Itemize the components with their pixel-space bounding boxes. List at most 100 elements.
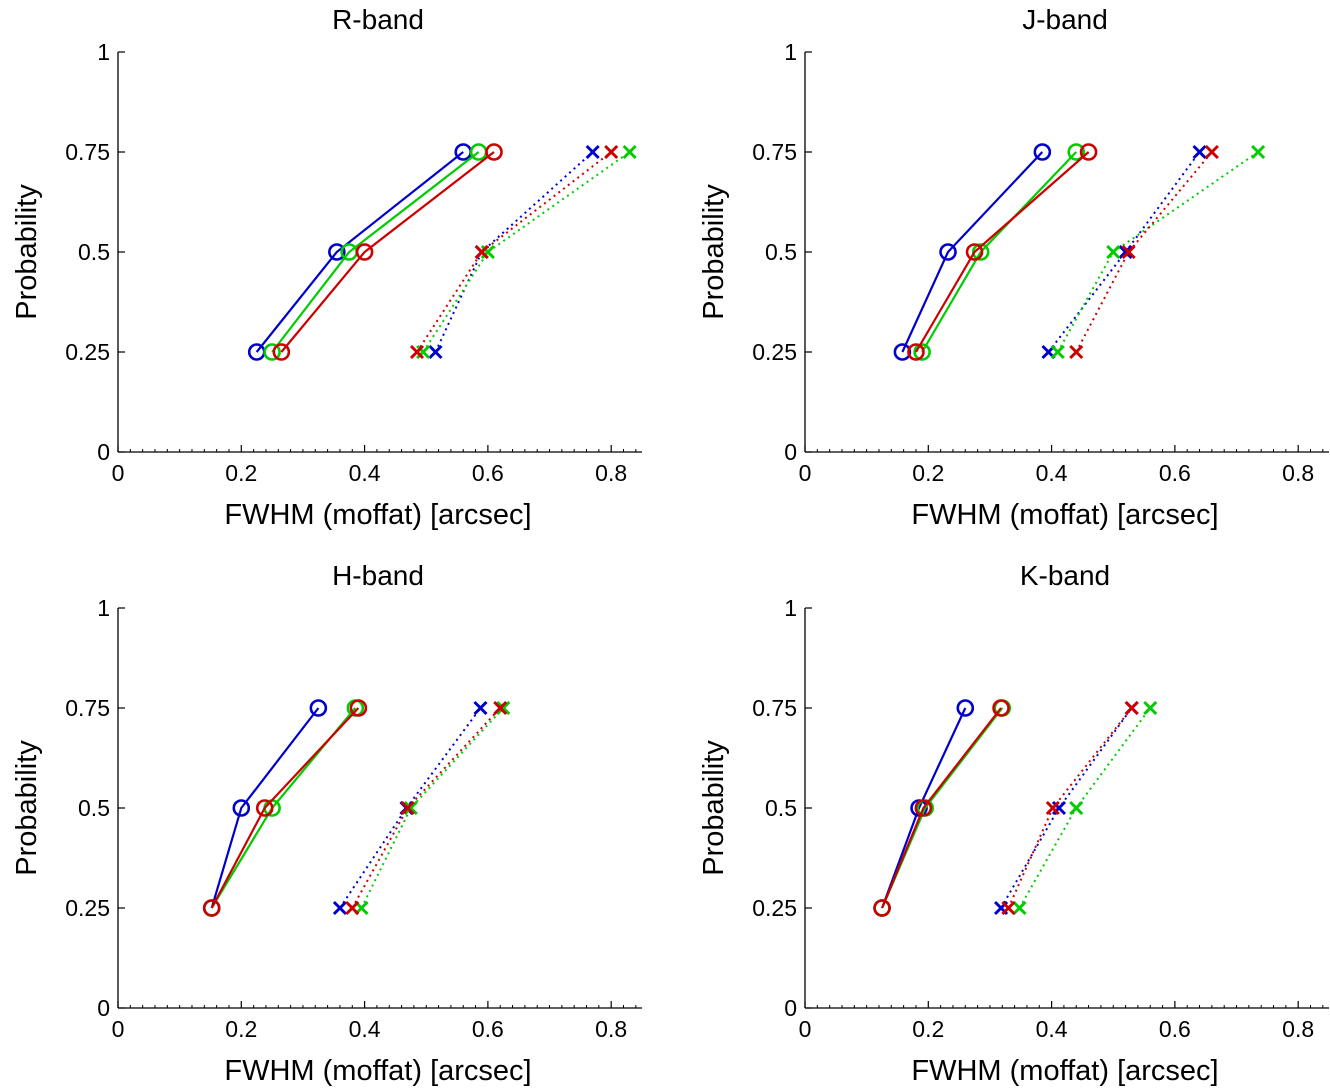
series-0-point-1: [232, 799, 251, 817]
panel-k-band: K-band FWHM (moffat) [arcsec] Probabilit…: [698, 560, 1329, 1087]
series-line-5: [1075, 151, 1213, 353]
series-4-point-2: [622, 144, 637, 160]
series-5-point-1: [1121, 244, 1136, 260]
series-4-point-1: [403, 800, 418, 816]
y-axis-label: Probability: [698, 740, 730, 876]
series-line-2: [210, 707, 360, 909]
series-line-4: [360, 707, 505, 909]
y-tick-label-1: 1: [97, 39, 110, 65]
x-tick-label-0-4: 0.4: [349, 460, 381, 486]
series-4-point-2: [1251, 144, 1266, 160]
series-4-point-0: [1012, 900, 1027, 916]
y-tick-label-0-25: 0.25: [752, 339, 797, 365]
series-5-point-2: [493, 700, 508, 716]
plot-area: 0 0.2 0.4 0.6 0.8 0 0.25 0.5 0.75 1: [752, 595, 1329, 1042]
y-tick-label-0-25: 0.25: [65, 339, 110, 365]
series-5-point-0: [1069, 344, 1084, 360]
series-1-point-2: [1067, 143, 1086, 161]
series-0-point-1: [328, 243, 346, 261]
y-tick-label-0-75: 0.75: [65, 695, 110, 721]
y-tick-label-0: 0: [97, 439, 110, 465]
y-tick-label-0: 0: [784, 995, 797, 1021]
panel-title: J-band: [1022, 4, 1108, 35]
x-tick-label-0: 0: [799, 1016, 812, 1042]
series-2-point-0: [202, 899, 221, 917]
x-tick-label-0-6: 0.6: [472, 460, 504, 486]
series-0-point-0: [893, 343, 912, 361]
x-tick-label-0-8: 0.8: [1282, 460, 1314, 486]
series-0-point-2: [1033, 143, 1052, 161]
series-1-point-2: [469, 143, 488, 161]
x-tick-label-0-2: 0.2: [912, 1016, 944, 1042]
series-4-point-1: [1069, 800, 1084, 816]
series-4-point-0: [1050, 344, 1065, 360]
series-5-point-0: [1001, 900, 1016, 916]
x-tick-label-0: 0: [112, 460, 125, 486]
x-tick-label-0: 0: [112, 1016, 125, 1042]
y-tick-label-0-5: 0.5: [765, 239, 797, 265]
panel-j-band: J-band FWHM (moffat) [arcsec] Probabilit…: [698, 4, 1329, 531]
y-tick-label-0-75: 0.75: [65, 139, 110, 165]
x-tick-label-0-6: 0.6: [1159, 460, 1191, 486]
series-line-3: [1000, 707, 1133, 909]
series-0-point-2: [454, 143, 473, 161]
y-tick-label-1: 1: [784, 39, 797, 65]
y-tick-label-0-75: 0.75: [752, 695, 797, 721]
x-tick-label-0-8: 0.8: [1282, 1016, 1314, 1042]
panel-title: R-band: [332, 4, 424, 35]
series-line-5: [1007, 707, 1133, 909]
series-3-point-2: [1192, 144, 1207, 160]
y-tick-label-0-5: 0.5: [78, 239, 110, 265]
series-4-point-2: [1143, 700, 1158, 716]
series-line-0: [210, 707, 320, 909]
series-0-point-2: [309, 699, 328, 717]
plot-area: 0 0.2 0.4 0.6 0.8 0 0.25 0.5 0.75 1: [752, 39, 1329, 486]
series-line-4: [1056, 151, 1259, 353]
y-tick-label-1: 1: [784, 595, 797, 621]
series-line-2: [280, 151, 495, 353]
series-line-1: [921, 151, 1077, 353]
series-line-4: [1018, 707, 1152, 909]
series-line-2: [915, 151, 1090, 353]
series-line-2: [881, 707, 1002, 909]
x-tick-label-0-2: 0.2: [225, 1016, 257, 1042]
y-tick-label-0-25: 0.25: [65, 895, 110, 921]
panel-title: K-band: [1020, 560, 1110, 591]
y-tick-label-0: 0: [784, 439, 797, 465]
series-5-point-0: [345, 900, 360, 916]
x-tick-label-0-8: 0.8: [595, 1016, 627, 1042]
series-2-point-1: [914, 799, 933, 817]
series-3-point-0: [332, 900, 347, 916]
y-axis-label: Probability: [11, 184, 43, 320]
x-tick-label-0: 0: [799, 460, 812, 486]
y-axis-label: Probability: [698, 184, 730, 320]
x-tick-label-0-6: 0.6: [1159, 1016, 1191, 1042]
series-2-point-2: [1079, 143, 1098, 161]
y-axis-label: Probability: [11, 740, 43, 876]
series-4-point-2: [496, 700, 511, 716]
x-tick-label-0-2: 0.2: [912, 460, 944, 486]
series-5-point-0: [409, 344, 425, 360]
plot-area: 0 0.2 0.4 0.6 0.8 0 0.25 0.5 0.75 1: [65, 595, 642, 1042]
y-tick-label-0-5: 0.5: [78, 795, 110, 821]
series-3-point-2: [473, 700, 488, 716]
series-1-point-0: [263, 343, 281, 361]
series-line-1: [271, 151, 480, 353]
series-2-point-0: [907, 343, 925, 361]
series-2-point-1: [255, 799, 274, 817]
series-1-point-0: [913, 343, 931, 361]
series-line-4: [422, 151, 631, 353]
x-tick-label-0-4: 0.4: [1036, 1016, 1068, 1042]
series-2-point-0: [272, 343, 291, 361]
series-line-0: [255, 151, 464, 353]
series-5-point-2: [604, 144, 619, 160]
series-2-point-2: [349, 699, 368, 717]
series-5-point-2: [1124, 700, 1139, 716]
y-tick-label-0-25: 0.25: [752, 895, 797, 921]
y-tick-label-0-75: 0.75: [752, 139, 797, 165]
panel-title: H-band: [332, 560, 424, 591]
plot-area: 0 0.2 0.4 0.6 0.8 0 0.25 0.5 0.75 1: [65, 39, 642, 486]
series-line-5: [416, 151, 612, 353]
x-tick-label-0-4: 0.4: [1036, 460, 1068, 486]
series-5-point-2: [1204, 144, 1219, 160]
